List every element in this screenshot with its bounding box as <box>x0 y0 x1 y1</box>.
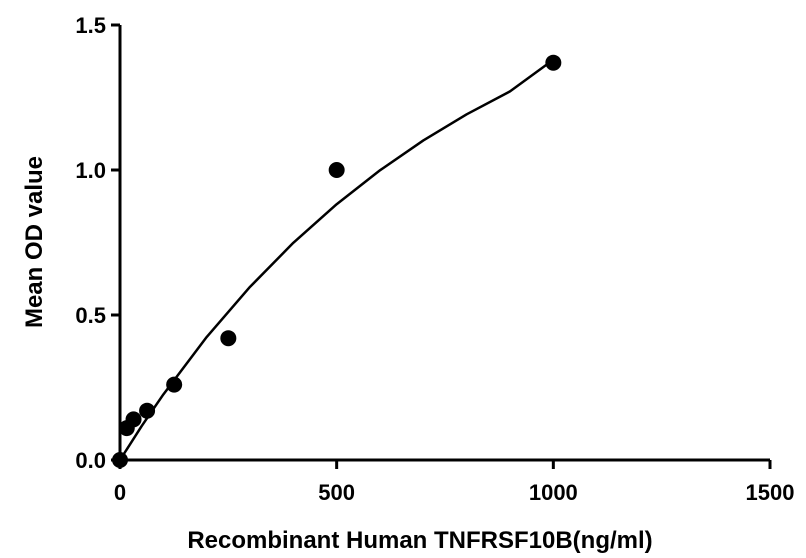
data-point <box>112 452 128 468</box>
x-tick-label: 1000 <box>529 480 578 505</box>
data-point <box>220 330 237 347</box>
y-tick-label: 0.5 <box>75 303 106 328</box>
ticks: 0.0 0.5 1.0 1.5 0 500 1000 1500 <box>75 13 794 505</box>
y-tick-label: 1.5 <box>75 13 106 38</box>
data-point <box>125 411 142 428</box>
data-points-layer <box>112 54 562 468</box>
fit-curve <box>118 58 555 461</box>
fit-curve-layer <box>118 58 555 461</box>
y-tick-label: 1.0 <box>75 158 106 183</box>
x-tick-label: 1500 <box>746 480 795 505</box>
y-axis-title: Mean OD value <box>21 156 48 328</box>
y-tick-label: 0.0 <box>75 448 106 473</box>
axes <box>118 25 770 462</box>
data-point <box>166 376 183 393</box>
data-point <box>545 54 562 71</box>
x-tick-label: 0 <box>114 480 126 505</box>
data-point <box>139 402 156 419</box>
data-point <box>328 162 345 178</box>
x-axis-title: Recombinant Human TNFRSF10B(ng/ml) <box>187 527 652 554</box>
x-tick-label: 500 <box>318 480 355 505</box>
